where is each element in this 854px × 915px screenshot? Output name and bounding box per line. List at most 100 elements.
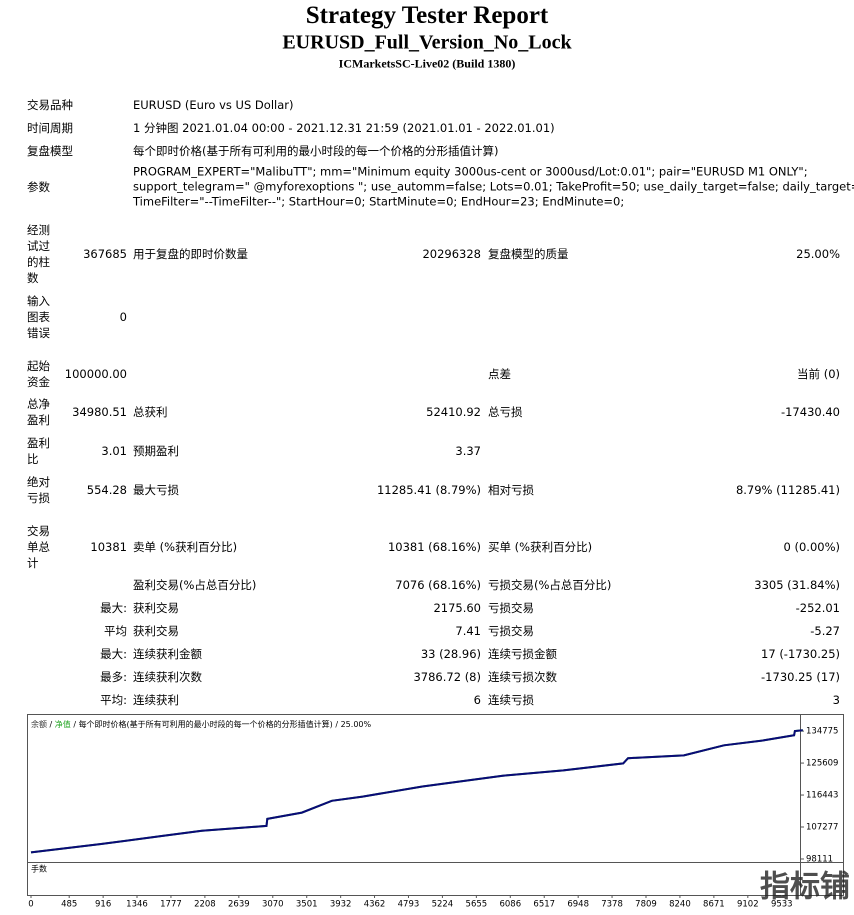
report-title: Strategy Tester Report xyxy=(305,2,549,29)
stat-value: 平均: xyxy=(100,693,127,707)
stat-value: 10381 (68.16%) xyxy=(387,540,481,554)
stat-value: -252.01 xyxy=(795,601,840,615)
legend-sep: / xyxy=(47,720,55,729)
legend-sep: / xyxy=(333,720,341,729)
stat-value: 52410.92 xyxy=(426,405,481,419)
stat-value: 最多: xyxy=(100,670,127,684)
y-tick-label: 134775 xyxy=(806,727,838,737)
stat-label: 复盘模型的质量 xyxy=(488,247,569,261)
info-label: 时间周期 xyxy=(27,121,73,135)
param-line: TimeFilter="--TimeFilter--"; StartHour=0… xyxy=(133,194,625,209)
stat-value: 367685 xyxy=(83,247,127,261)
stat-label: 相对亏损 xyxy=(488,483,534,497)
stat-value: 最大: xyxy=(100,647,127,661)
stat-value: -5.27 xyxy=(810,624,840,638)
x-tick-label: 5224 xyxy=(432,900,454,910)
stat-value: 6 xyxy=(473,693,481,707)
stat-label: 连续获利金额 xyxy=(133,647,202,661)
server-name: ICMarketsSC-Live02 (Build 1380) xyxy=(338,56,516,71)
stat-label: 连续获利次数 xyxy=(133,670,202,684)
stat-label: 亏损交易 xyxy=(488,624,534,638)
x-tick-label: 1346 xyxy=(126,900,148,910)
legend-quality: 25.00% xyxy=(341,720,372,729)
stat-value: 2175.60 xyxy=(433,601,481,615)
stat-value: 平均 xyxy=(104,624,127,638)
stat-value: -17430.40 xyxy=(780,405,840,419)
x-tick-label: 4362 xyxy=(364,900,386,910)
x-tick-label: 6086 xyxy=(499,900,521,910)
watermark: 指标铺 xyxy=(760,870,850,905)
stat-value: 0 (0.00%) xyxy=(783,540,840,554)
stat-label: 卖单 (%获利百分比) xyxy=(133,540,238,554)
stat-label: 获利交易 xyxy=(133,601,179,615)
stat-label: 预期盈利 xyxy=(133,444,179,458)
x-tick-label: 9102 xyxy=(737,900,759,910)
param-line: support_telegram=" @myforexoptions "; us… xyxy=(133,179,854,194)
stat-value: 3.01 xyxy=(101,444,127,458)
y-tick-label: 107277 xyxy=(806,823,838,833)
stat-value: 3.37 xyxy=(455,444,481,458)
legend: 余额 / 净值 / 每个即时价格(基于所有可利用的最小时段的每一个价格的分形插值… xyxy=(31,719,371,729)
x-tick-label: 2639 xyxy=(228,900,250,910)
stat-value: 20296328 xyxy=(422,247,481,261)
stat-label: 连续亏损 xyxy=(488,693,534,707)
x-tick-label: 7809 xyxy=(635,900,657,910)
x-tick-label: 1777 xyxy=(160,900,182,910)
stat-label: 亏损交易(%占总百分比) xyxy=(488,578,612,592)
stat-value: 7.41 xyxy=(455,624,481,638)
stat-label: 绝对亏损 xyxy=(27,475,50,505)
report-subtitle: EURUSD_Full_Version_No_Lock xyxy=(282,31,572,54)
y-tick-label: 125609 xyxy=(806,759,838,769)
legend-equity: 净值 xyxy=(55,719,71,729)
x-tick-label: 3932 xyxy=(330,900,352,910)
stat-label: 输入图表错误 xyxy=(27,294,50,340)
stat-label: 获利交易 xyxy=(133,624,179,638)
stat-label: 连续亏损次数 xyxy=(488,670,557,684)
stat-label: 点差 xyxy=(488,367,511,381)
info-value: 每个即时价格(基于所有可利用的最小时段的每一个价格的分形插值计算) xyxy=(133,144,499,158)
x-tick-label: 6517 xyxy=(533,900,555,910)
param-line: PROGRAM_EXPERT="MalibuTT"; mm="Minimum e… xyxy=(133,164,808,179)
y-tick-label: 116443 xyxy=(806,791,838,801)
legend-sep: / xyxy=(71,720,79,729)
info-label: 参数 xyxy=(27,180,50,194)
stat-label: 盈利交易(%占总百分比) xyxy=(133,578,257,592)
stat-value: 7076 (68.16%) xyxy=(395,578,481,592)
x-tick-label: 8671 xyxy=(703,900,725,910)
x-tick-label: 6948 xyxy=(567,900,589,910)
y-tick-label: 98111 xyxy=(806,854,833,864)
stat-value: 8.79% (11285.41) xyxy=(735,483,840,497)
x-tick-label: 3501 xyxy=(296,900,318,910)
stat-value: 当前 (0) xyxy=(797,367,840,381)
stat-label: 总净盈利 xyxy=(27,397,50,427)
balance-line xyxy=(30,729,803,854)
stat-label: 亏损交易 xyxy=(488,601,534,615)
stat-value: 554.28 xyxy=(86,483,127,497)
x-tick-label: 3070 xyxy=(262,900,284,910)
stat-value: 100000.00 xyxy=(64,367,127,381)
x-tick-label: 485 xyxy=(61,900,77,910)
stat-label: 总亏损 xyxy=(488,405,523,419)
stat-label: 用于复盘的即时价数量 xyxy=(133,247,248,261)
chart-frame xyxy=(27,714,844,896)
stat-value: 25.00% xyxy=(796,247,840,261)
stat-value: -1730.25 (17) xyxy=(761,670,840,684)
stat-value: 3305 (31.84%) xyxy=(754,578,840,592)
stat-label: 连续亏损金额 xyxy=(488,647,557,661)
stat-label: 连续获利 xyxy=(133,693,179,707)
stat-value: 3 xyxy=(832,693,840,707)
x-tick-label: 4793 xyxy=(398,900,420,910)
legend-model: 每个即时价格(基于所有可利用的最小时段的每一个价格的分形插值计算) xyxy=(79,719,333,729)
x-tick-label: 7378 xyxy=(601,900,623,910)
stat-label: 最大亏损 xyxy=(133,483,179,497)
stat-value: 33 (28.96) xyxy=(420,647,481,661)
info-label: 交易品种 xyxy=(27,98,73,112)
stat-label: 买单 (%获利百分比) xyxy=(488,540,593,554)
stat-value: 17 (-1730.25) xyxy=(761,647,840,661)
x-tick-label: 916 xyxy=(95,900,111,910)
info-value: EURUSD (Euro vs US Dollar) xyxy=(133,98,294,112)
stat-value: 10381 xyxy=(90,540,127,554)
volume-label: 手数 xyxy=(31,864,47,874)
